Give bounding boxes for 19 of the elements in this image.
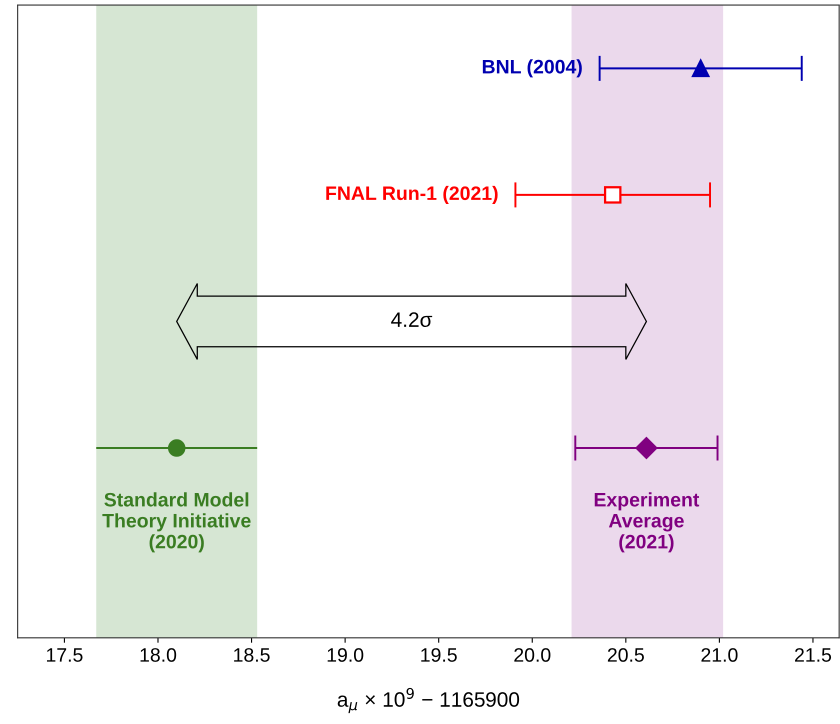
x-tick-label: 21.0	[701, 648, 738, 662]
point	[168, 439, 186, 457]
x-tick-label: 18.0	[140, 648, 176, 662]
x-tick-label: 21.5	[795, 648, 832, 662]
point	[692, 60, 710, 78]
text: Standard Model Theory Initiative (2020)	[102, 492, 251, 552]
text: Experiment Average (2021)	[594, 492, 700, 552]
x-axis-title: a$_{μ}$ × 10$^{9}$ − 1165900	[338, 688, 520, 714]
x-tick-label: 19.0	[328, 648, 364, 662]
text: FNAL Run-1 (2021)	[326, 186, 498, 204]
point	[635, 437, 658, 459]
x-tick-label: 20.0	[514, 648, 550, 662]
x-tick-label: 17.5	[46, 648, 83, 662]
x-tick-label: 18.5	[234, 648, 270, 662]
text: BNL (2004)	[482, 59, 582, 78]
point	[604, 186, 622, 204]
annotation: 4.2σ	[391, 312, 432, 328]
x-tick-label: 19.5	[421, 648, 457, 662]
x-tick-label: 20.5	[608, 648, 644, 662]
